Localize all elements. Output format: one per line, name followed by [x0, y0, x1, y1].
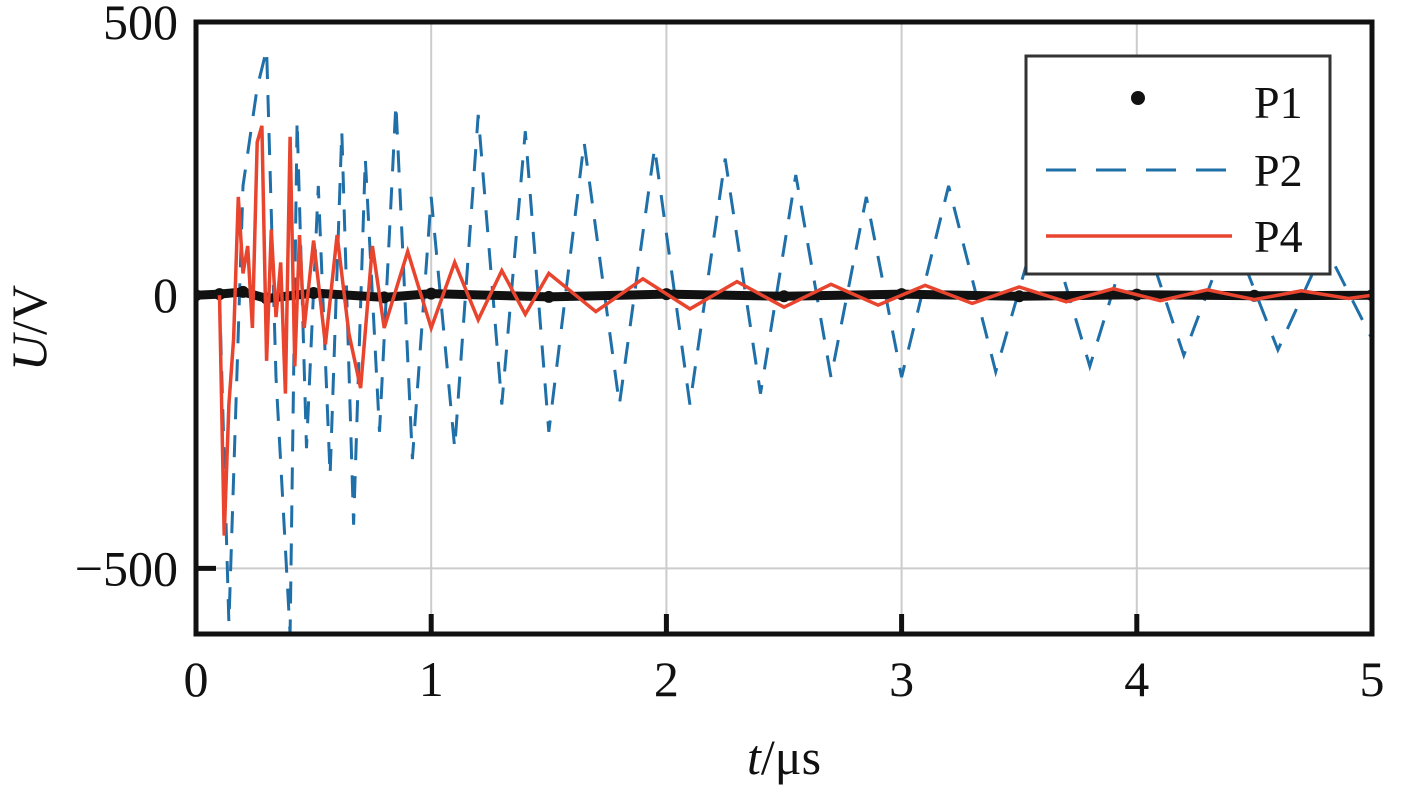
- x-axis: 0 1 2 3 4 5: [184, 614, 1385, 707]
- series-p1-point: [237, 285, 250, 298]
- y-axis-label-var: U: [1, 332, 57, 371]
- series-p1-point: [542, 290, 555, 303]
- x-tick-label: 0: [184, 651, 209, 707]
- x-tick-label: 4: [1124, 651, 1149, 707]
- x-tick-label: 3: [889, 651, 914, 707]
- x-axis-label: t/μs: [747, 729, 821, 785]
- series-p1-point: [1013, 290, 1026, 303]
- series-p4-line: [217, 125, 1372, 536]
- legend: P1 P2 P4: [1024, 54, 1332, 276]
- series-p1-point: [425, 287, 438, 300]
- y-tick-label: −500: [75, 540, 178, 596]
- legend-label-p1: P1: [1254, 77, 1303, 128]
- x-tick-label: 2: [654, 651, 679, 707]
- y-tick-label: 500: [103, 0, 178, 50]
- series-p1-point: [307, 287, 320, 300]
- plot-frame: [193, 19, 1375, 637]
- x-tick-label: 5: [1360, 651, 1385, 707]
- series-p1-point: [778, 290, 790, 303]
- y-axis: −500 0 500: [75, 0, 216, 596]
- x-tick-label: 1: [419, 651, 444, 707]
- legend-label-p2: P2: [1254, 145, 1303, 196]
- y-axis-label: U/V: [1, 285, 57, 371]
- x-axis-label-unit: /μs: [761, 729, 821, 785]
- x-axis-label-var: t: [747, 729, 762, 785]
- legend-label-p4: P4: [1254, 211, 1303, 262]
- y-tick-label: 0: [153, 267, 178, 323]
- series-p1-point: [213, 288, 226, 301]
- legend-marker-p1: [1131, 91, 1145, 105]
- y-axis-label-unit: /V: [1, 285, 57, 335]
